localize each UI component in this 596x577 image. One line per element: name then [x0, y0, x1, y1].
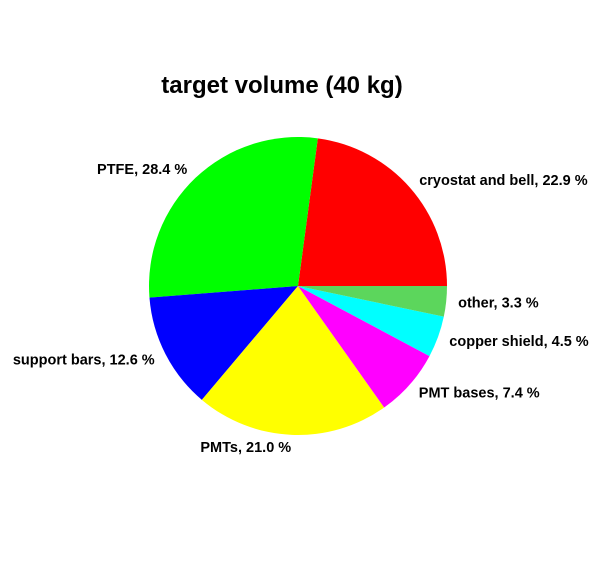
pie-slice-cryostat-and-bell — [298, 138, 447, 286]
pie-slice-pmts — [201, 286, 385, 435]
pie-label-pmts: PMTs, 21.0 % — [200, 440, 291, 456]
pie-label-other: other, 3.3 % — [458, 296, 539, 312]
pie-slices — [149, 136, 447, 435]
chart-title: target volume (40 kg) — [161, 72, 402, 99]
pie-slice-support-bars — [149, 286, 298, 400]
pie-slice-other — [298, 286, 447, 317]
pie-labels: cryostat and bell, 22.9 % PTFE, 28.4 % sup… — [13, 162, 589, 456]
pie-slice-copper-shield — [298, 286, 444, 357]
pie-label-pmt-bases: PMT bases, 7.4 % — [419, 385, 540, 401]
pie-label-copper-shield: copper shield, 4.5 % — [449, 334, 589, 350]
pie-slice-pmt-bases — [298, 286, 430, 408]
pie-label-support-bars: support bars, 12.6 % — [13, 353, 155, 369]
pie-slice-ptfe — [149, 136, 318, 298]
pie-label-cryostat-and-bell: cryostat and bell, 22.9 % — [419, 173, 588, 189]
pie-label-ptfe: PTFE, 28.4 % — [97, 162, 187, 178]
